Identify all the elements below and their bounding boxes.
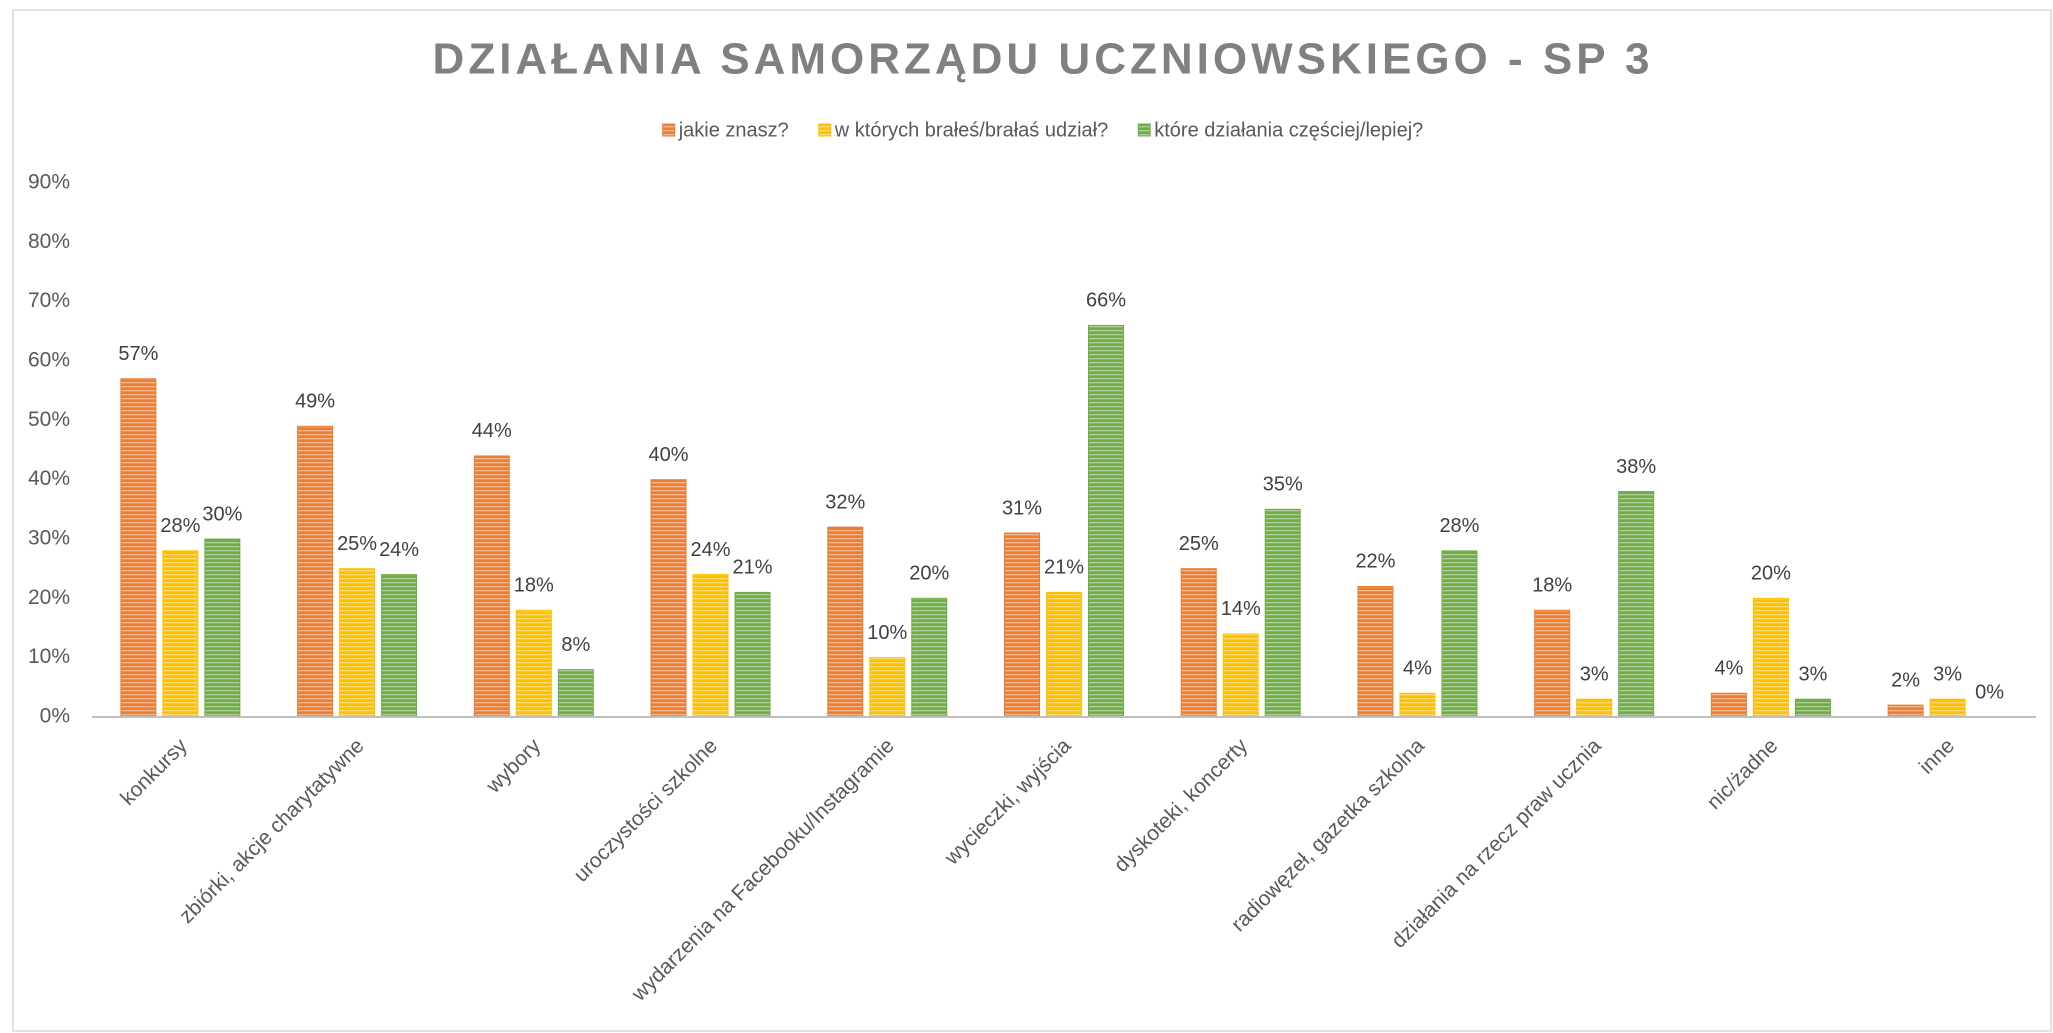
data-label: 3%	[1798, 663, 1827, 685]
data-label: 44%	[472, 420, 512, 442]
chart-title: DZIAŁANIA SAMORZĄDU UCZNIOWSKIEGO - SP 3	[433, 35, 1654, 84]
y-tick-label: 60%	[28, 349, 70, 372]
legend-label: w których brałeś/brałaś udział?	[834, 119, 1108, 141]
bar	[1576, 698, 1613, 718]
y-tick-label: 90%	[28, 171, 70, 194]
data-label: 40%	[649, 444, 689, 466]
bar	[1441, 550, 1478, 718]
data-label: 8%	[561, 634, 590, 656]
bar	[297, 425, 334, 718]
bar	[1088, 324, 1124, 718]
bar	[381, 574, 418, 718]
data-label: 32%	[825, 491, 865, 513]
y-tick-label: 10%	[28, 645, 70, 668]
data-label: 20%	[1751, 563, 1791, 585]
y-tick-label: 80%	[28, 230, 70, 253]
data-label: 28%	[160, 515, 200, 537]
data-label: 21%	[1044, 557, 1084, 579]
bar	[557, 669, 594, 718]
data-label: 2%	[1891, 669, 1920, 691]
bar	[911, 597, 948, 718]
chart-border	[12, 9, 2052, 1032]
data-label: 28%	[1439, 515, 1479, 537]
bar	[827, 526, 864, 718]
data-label: 20%	[909, 563, 949, 585]
legend-label: które działania częściej/lepiej?	[1154, 119, 1423, 141]
data-label: 25%	[337, 533, 377, 555]
data-label: 49%	[295, 391, 335, 413]
data-label: 4%	[1714, 658, 1743, 680]
bar	[120, 378, 157, 718]
bar	[734, 591, 771, 718]
data-label: 21%	[733, 557, 773, 579]
bar	[1929, 698, 1966, 718]
bar	[339, 568, 376, 718]
bar	[162, 550, 199, 718]
bar	[1887, 704, 1924, 718]
y-tick-label: 30%	[28, 527, 70, 550]
y-tick-label: 20%	[28, 586, 70, 609]
y-tick-label: 40%	[28, 467, 70, 490]
bar	[1794, 698, 1831, 718]
legend-swatch	[662, 123, 676, 137]
data-label: 3%	[1933, 663, 1962, 685]
data-label: 18%	[1532, 574, 1572, 596]
legend: jakie znasz? w których brałeś/brałaś udzi…	[662, 119, 1423, 141]
bar	[650, 479, 687, 718]
data-label: 3%	[1580, 663, 1609, 685]
data-label: 35%	[1263, 474, 1303, 496]
data-label: 0%	[1975, 681, 2004, 703]
legend-swatch	[818, 123, 832, 137]
data-label: 38%	[1616, 456, 1656, 478]
bar	[1710, 692, 1747, 718]
y-tick-label: 0%	[40, 705, 70, 728]
bar	[869, 657, 906, 718]
data-label: 24%	[379, 539, 419, 561]
data-label: 24%	[691, 539, 731, 561]
data-label: 22%	[1355, 551, 1395, 573]
bar	[1222, 633, 1259, 718]
bar	[204, 538, 241, 718]
y-tick-label: 50%	[28, 408, 70, 431]
y-tick-label: 70%	[28, 289, 70, 312]
bar	[1180, 568, 1217, 718]
data-label: 10%	[867, 622, 907, 644]
data-label: 25%	[1179, 533, 1219, 555]
data-label: 14%	[1221, 598, 1261, 620]
bar	[1399, 692, 1436, 718]
data-label: 18%	[514, 574, 554, 596]
bar	[1618, 491, 1655, 718]
bar	[1357, 585, 1394, 718]
legend-swatch	[1137, 123, 1151, 137]
legend-label: jakie znasz?	[678, 119, 789, 141]
data-label: 57%	[118, 343, 158, 365]
bar	[1004, 532, 1040, 718]
data-label: 31%	[1002, 497, 1042, 519]
bar	[1046, 591, 1082, 718]
data-label: 4%	[1403, 658, 1432, 680]
bar	[515, 609, 552, 718]
bar	[1534, 609, 1571, 718]
bar	[692, 574, 729, 718]
data-label: 30%	[202, 503, 242, 525]
bar	[1264, 508, 1301, 718]
data-label: 66%	[1086, 290, 1126, 312]
bar	[1752, 597, 1789, 718]
bar	[473, 455, 510, 718]
